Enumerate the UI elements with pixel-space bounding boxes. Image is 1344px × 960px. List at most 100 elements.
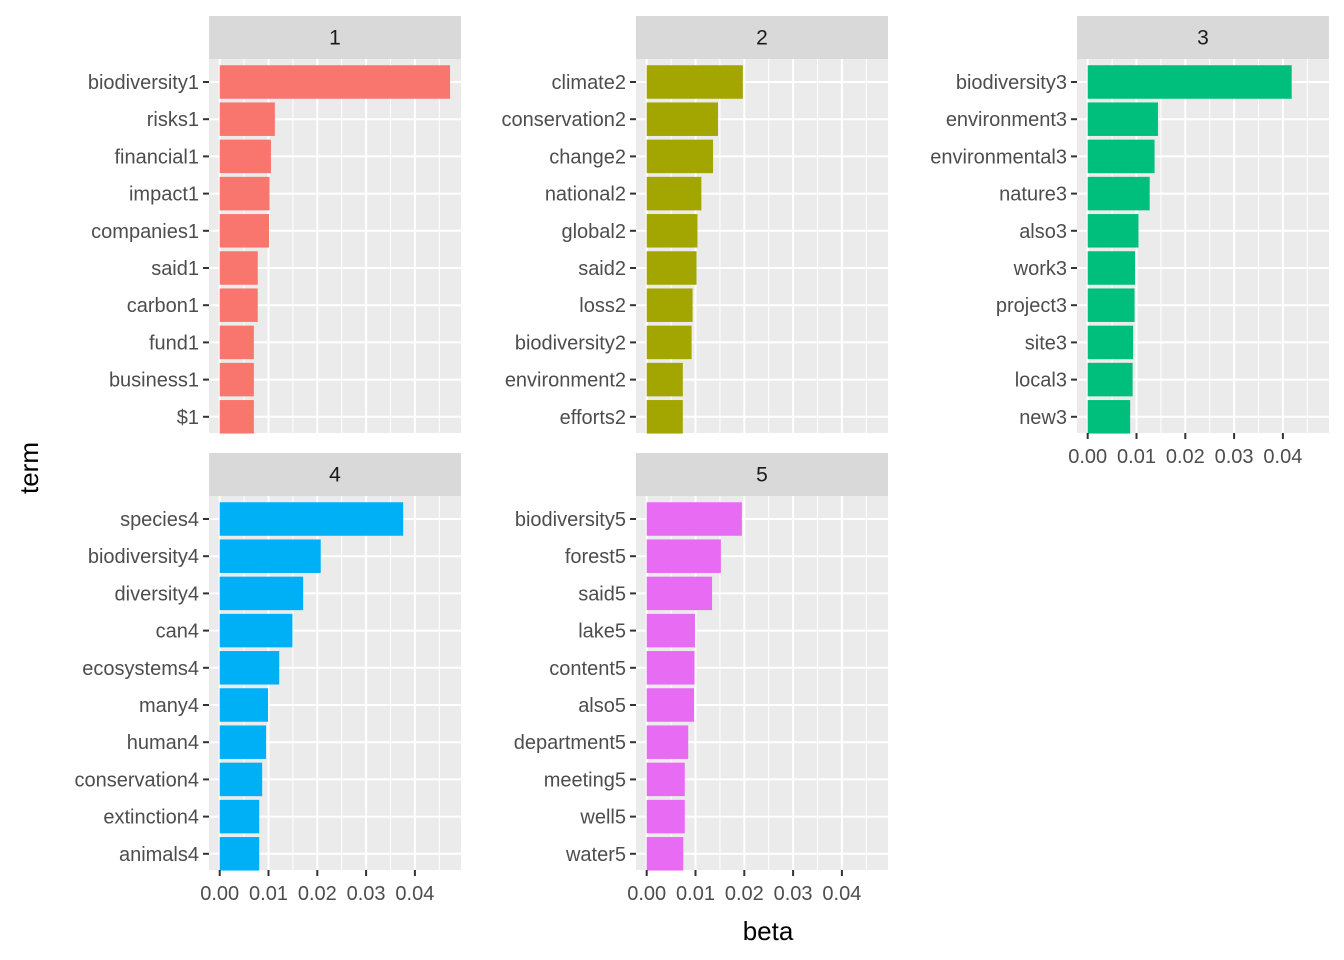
y-tick-label: carbon1 — [127, 295, 199, 317]
y-tick-label: department5 — [514, 732, 626, 754]
x-tick-label: 0.04 — [822, 883, 861, 905]
facet-strip — [636, 453, 888, 496]
y-tick-label: animals4 — [119, 844, 199, 866]
bar — [219, 688, 269, 722]
bar — [1087, 139, 1155, 174]
x-tick-label: 0.04 — [395, 883, 434, 905]
bar — [646, 325, 692, 360]
bar — [646, 102, 718, 136]
facet-strip — [209, 16, 461, 59]
bar — [1087, 288, 1135, 322]
facet-strip-label: 4 — [329, 464, 341, 487]
bar — [646, 288, 693, 322]
facet-panel-4: 4 species4 biodiversity4 diversity4 can4 ecos… — [74, 453, 461, 905]
y-tick-label: new3 — [1019, 407, 1067, 429]
y-tick-label: change2 — [549, 146, 626, 168]
bar — [646, 613, 696, 648]
facets-layer: 1 biodiversity1 risks1 financial1 impact1 com… — [74, 16, 1329, 905]
bar — [1087, 176, 1150, 211]
x-tick-label: 0.01 — [676, 883, 715, 905]
bar — [219, 288, 258, 322]
y-tick-label: ecosystems4 — [82, 658, 199, 680]
bar — [646, 651, 695, 685]
y-tick-label: biodiversity1 — [88, 72, 199, 94]
y-tick-label: said1 — [151, 258, 199, 280]
y-tick-label: climate2 — [552, 72, 626, 94]
bar — [219, 613, 293, 648]
facet-strip-label: 3 — [1197, 27, 1209, 50]
bar — [219, 400, 254, 434]
facet-strip — [209, 453, 461, 496]
x-tick-label: 0.00 — [1068, 446, 1107, 468]
bar — [219, 837, 260, 871]
facet-strip — [1077, 16, 1329, 59]
y-tick-label: biodiversity3 — [956, 72, 1067, 94]
y-tick-label: also5 — [578, 695, 626, 717]
bar — [219, 139, 271, 174]
facet-panel-2: 2 climate2 conservation2 change2 national2 gl… — [501, 16, 888, 434]
bar — [219, 325, 254, 360]
x-tick-label: 0.04 — [1263, 446, 1302, 468]
bar — [646, 725, 689, 759]
y-tick-label: environment2 — [505, 370, 626, 392]
bar — [646, 139, 714, 174]
bar — [219, 539, 321, 573]
x-tick-label: 0.01 — [249, 883, 288, 905]
y-tick-label: environment3 — [946, 109, 1067, 131]
facet-strip-label: 2 — [756, 27, 768, 50]
x-tick-label: 0.02 — [725, 883, 764, 905]
x-axis-title: beta — [743, 916, 794, 946]
y-tick-label: species4 — [120, 509, 199, 531]
y-tick-label: local3 — [1015, 370, 1067, 392]
facet-strip — [636, 16, 888, 59]
y-tick-label: conservation2 — [501, 109, 626, 131]
y-tick-label: conservation4 — [74, 769, 199, 791]
bar — [1087, 362, 1133, 397]
y-tick-label: extinction4 — [103, 807, 199, 829]
x-tick-label: 0.03 — [1215, 446, 1254, 468]
x-tick-label: 0.00 — [627, 883, 666, 905]
bar — [1087, 214, 1139, 248]
y-tick-label: said5 — [578, 583, 626, 605]
y-tick-label: biodiversity5 — [515, 509, 626, 531]
x-tick-label: 0.01 — [1117, 446, 1156, 468]
bar — [1087, 102, 1158, 136]
bar — [646, 214, 698, 248]
bar — [219, 762, 263, 797]
y-tick-label: companies1 — [91, 221, 199, 243]
y-tick-label: national2 — [545, 184, 626, 206]
bar — [646, 65, 743, 99]
bar — [219, 651, 280, 685]
y-tick-label: site3 — [1025, 332, 1067, 354]
bar — [646, 502, 742, 536]
bar — [646, 251, 697, 285]
y-tick-label: loss2 — [579, 295, 626, 317]
bar — [219, 725, 267, 759]
bar — [646, 799, 685, 834]
y-tick-label: said2 — [578, 258, 626, 280]
facet-panel-5: 5 biodiversity5 forest5 said5 lake5 content5 a… — [514, 453, 888, 905]
y-tick-label: nature3 — [999, 184, 1067, 206]
bar — [646, 400, 683, 434]
facet-panel-3: 3 biodiversity3 environment3 environmental3… — [930, 16, 1329, 468]
bar — [646, 762, 685, 797]
x-tick-label: 0.03 — [774, 883, 813, 905]
y-tick-label: fund1 — [149, 332, 199, 354]
y-tick-label: work3 — [1013, 258, 1067, 280]
bar — [1087, 251, 1136, 285]
bar — [219, 214, 269, 248]
bar — [1087, 325, 1134, 360]
y-tick-label: global2 — [561, 221, 626, 243]
bar — [219, 102, 275, 136]
y-axis-title: term — [14, 442, 44, 494]
y-tick-label: business1 — [109, 370, 199, 392]
y-tick-label: can4 — [156, 621, 199, 643]
bar — [646, 576, 713, 611]
y-tick-label: financial1 — [114, 146, 199, 168]
bar — [646, 362, 683, 397]
bar — [219, 502, 404, 536]
bar — [219, 251, 258, 285]
bar — [646, 539, 721, 573]
bar — [219, 176, 270, 211]
